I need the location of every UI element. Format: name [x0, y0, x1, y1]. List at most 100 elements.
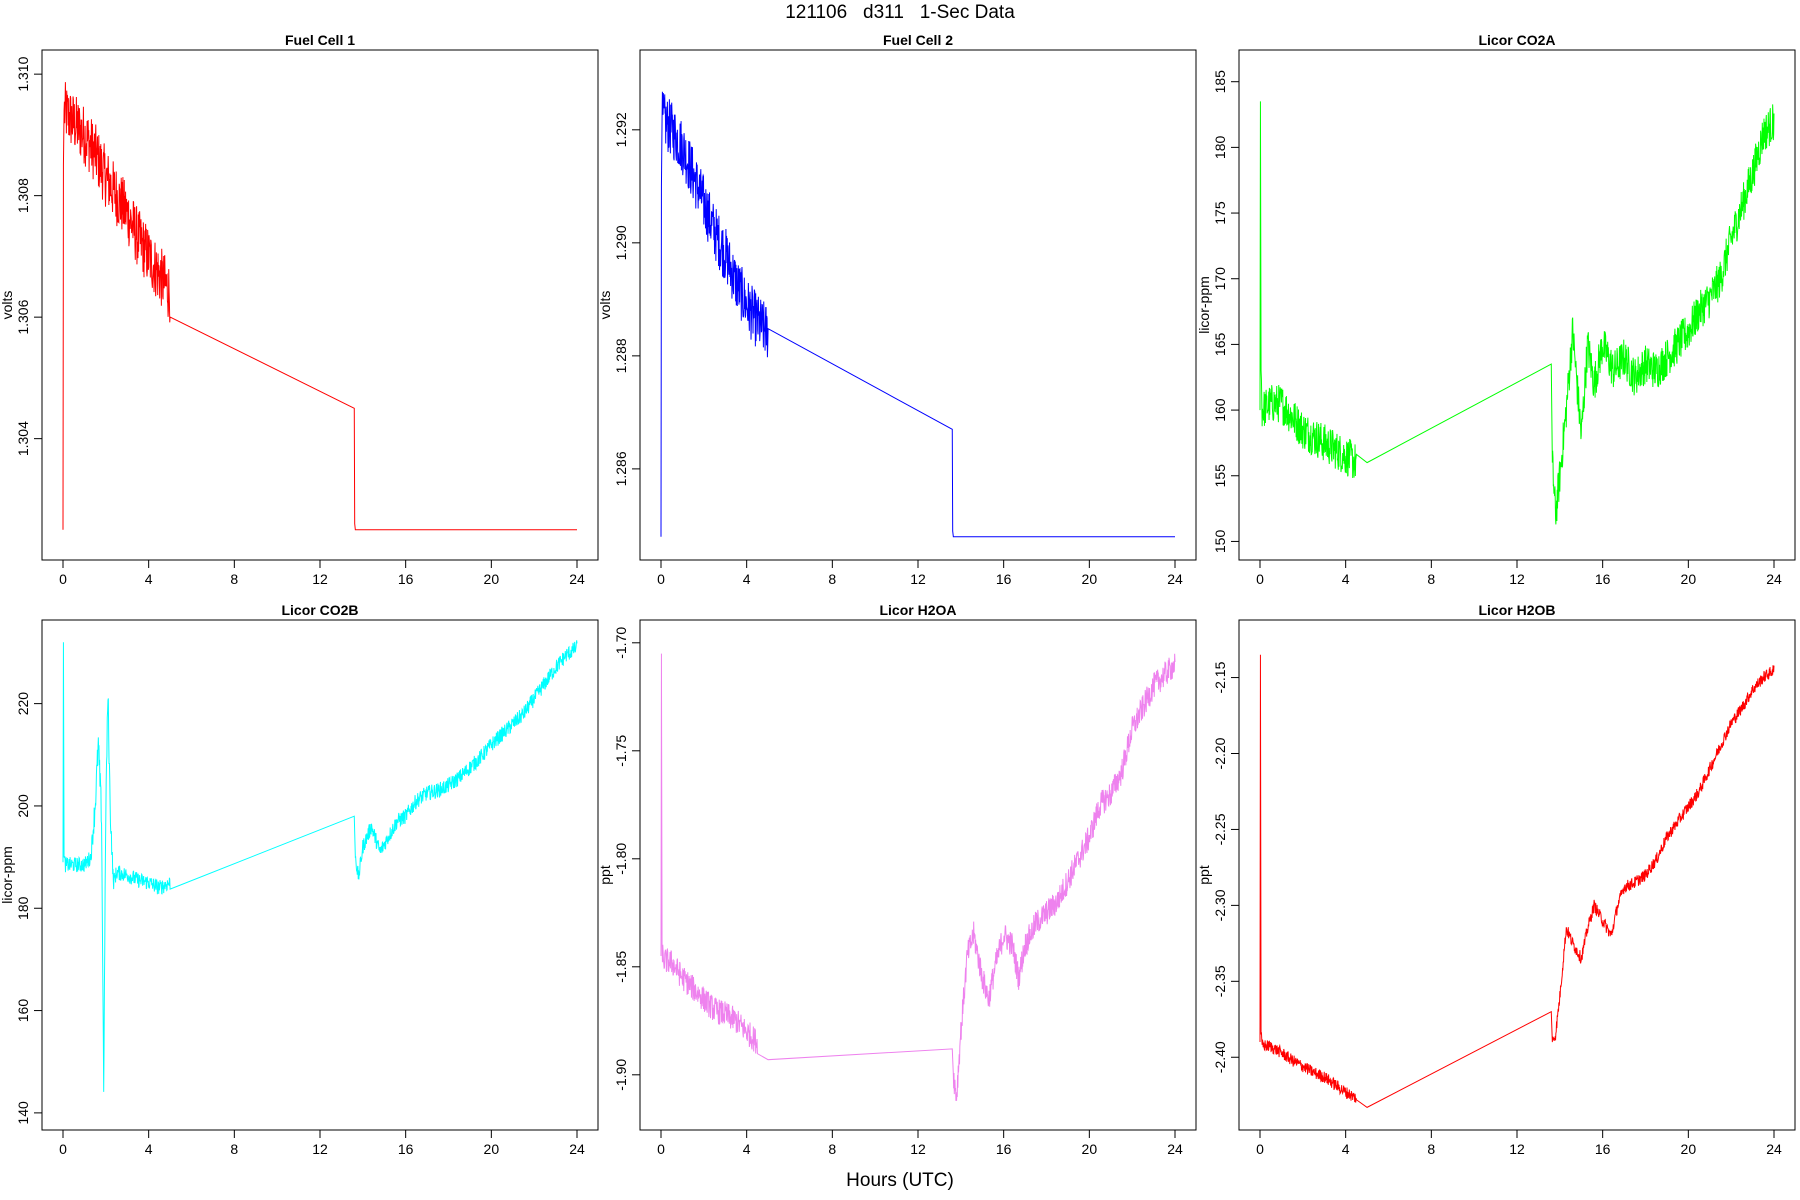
x-tick-label: 16	[1595, 571, 1611, 587]
x-tick-label: 4	[145, 1141, 153, 1157]
y-tick-label: 150	[1212, 530, 1228, 554]
y-tick-label: -2.20	[1212, 737, 1228, 769]
x-tick-label: 24	[1766, 571, 1782, 587]
x-tick-label: 0	[1256, 1141, 1264, 1157]
x-tick-label: 20	[1681, 1141, 1697, 1157]
x-tick-label: 16	[398, 571, 414, 587]
x-tick-label: 16	[996, 1141, 1012, 1157]
panel-title: Licor H2OB	[1478, 602, 1555, 618]
x-tick-label: 20	[1681, 571, 1697, 587]
y-axis-label: volts	[597, 291, 613, 320]
x-tick-label: 4	[1342, 1141, 1350, 1157]
y-tick-label: -1.70	[613, 627, 629, 659]
y-tick-label: 170	[1212, 267, 1228, 291]
y-tick-label: -1.75	[613, 735, 629, 767]
x-tick-label: 16	[1595, 1141, 1611, 1157]
y-tick-label: 220	[15, 692, 31, 716]
y-tick-label: -1.80	[613, 843, 629, 875]
y-axis-label: ppt	[1196, 865, 1212, 885]
x-tick-label: 4	[145, 571, 153, 587]
series-line	[62, 82, 577, 531]
y-tick-label: -2.35	[1212, 965, 1228, 997]
chart-panel-6: Licor H2OB 0 4 8 12 16 20 24 -2.40 -2.35 -2.30 -2.2…	[1196, 602, 1796, 1157]
y-axis-label: volts	[0, 291, 15, 320]
y-tick-label: 1.308	[15, 178, 31, 213]
y-tick-label: 160	[15, 999, 31, 1023]
figure-title: 121106 d311 1-Sec Data	[785, 2, 1015, 23]
x-tick-label: 0	[657, 1141, 665, 1157]
chart-panel-4: Licor CO2B 0 4 8 12 16 20 24 140 160 180 200 220 lico…	[0, 602, 599, 1157]
x-tick-label: 8	[230, 1141, 238, 1157]
x-tick-label: 8	[1427, 1141, 1435, 1157]
y-tick-label: -2.25	[1212, 813, 1228, 845]
y-tick-label: 185	[1212, 70, 1228, 94]
plot-frame	[639, 619, 1197, 1131]
y-tick-label: 1.288	[613, 338, 629, 373]
series-line	[660, 653, 1176, 1101]
y-tick-label: 180	[1212, 135, 1228, 159]
x-tick-label: 16	[398, 1141, 414, 1157]
x-tick-label: 8	[230, 571, 238, 587]
x-axis-label: Hours (UTC)	[846, 1170, 954, 1191]
chart-panel-3: Licor CO2A 0 4 8 12 16 20 24 150 155 160 165 170 175 1…	[1196, 32, 1796, 587]
panel-title: Fuel Cell 1	[285, 32, 355, 48]
x-tick-label: 24	[1167, 571, 1183, 587]
x-tick-label: 24	[569, 571, 585, 587]
x-tick-label: 8	[828, 1141, 836, 1157]
y-tick-label: 175	[1212, 201, 1228, 225]
x-tick-label: 24	[1167, 1141, 1183, 1157]
y-axis-label: licor-ppm	[1196, 276, 1212, 334]
y-tick-label: -2.30	[1212, 889, 1228, 921]
y-tick-label: 165	[1212, 333, 1228, 357]
chart-panel-2: Fuel Cell 2 0 4 8 12 16 20 24 1.286 1.288 1.290 1.2…	[597, 32, 1197, 587]
x-tick-label: 4	[1342, 571, 1350, 587]
x-tick-label: 24	[569, 1141, 585, 1157]
x-tick-label: 24	[1766, 1141, 1782, 1157]
y-tick-label: 160	[1212, 398, 1228, 422]
x-tick-label: 20	[484, 571, 500, 587]
y-tick-label: 1.304	[15, 421, 31, 456]
y-tick-label: 140	[15, 1101, 31, 1125]
y-axis-label: licor-ppm	[0, 846, 15, 904]
x-tick-label: 12	[1509, 571, 1525, 587]
x-tick-label: 16	[996, 571, 1012, 587]
x-tick-label: 8	[1427, 571, 1435, 587]
y-tick-label: -1.90	[613, 1059, 629, 1091]
x-tick-label: 4	[743, 571, 751, 587]
y-tick-label: 1.292	[613, 112, 629, 147]
y-axis-label: ppt	[597, 865, 613, 885]
y-tick-label: 155	[1212, 464, 1228, 488]
x-tick-label: 12	[312, 571, 328, 587]
y-tick-label: 1.310	[15, 56, 31, 91]
x-tick-label: 4	[743, 1141, 751, 1157]
y-tick-label: 180	[15, 896, 31, 920]
x-tick-label: 0	[1256, 571, 1264, 587]
series-line	[1259, 654, 1775, 1108]
plot-frame	[1238, 49, 1796, 561]
series-line	[660, 91, 1175, 538]
y-tick-label: -1.85	[613, 951, 629, 983]
series-line	[62, 640, 578, 1092]
panel-title: Licor CO2A	[1478, 32, 1555, 48]
panel-title: Licor CO2B	[281, 602, 358, 618]
x-tick-label: 12	[312, 1141, 328, 1157]
y-tick-label: -2.40	[1212, 1041, 1228, 1073]
plot-frame	[41, 49, 599, 561]
x-tick-label: 12	[910, 1141, 926, 1157]
x-tick-label: 0	[59, 571, 67, 587]
x-tick-label: 8	[828, 571, 836, 587]
series-line	[1259, 101, 1775, 525]
x-tick-label: 0	[59, 1141, 67, 1157]
panel-title: Fuel Cell 2	[883, 32, 953, 48]
panel-title: Licor H2OA	[879, 602, 956, 618]
plot-frame	[639, 49, 1197, 561]
y-tick-label: 200	[15, 794, 31, 818]
x-tick-label: 0	[657, 571, 665, 587]
y-tick-label: 1.290	[613, 225, 629, 260]
y-tick-label: 1.286	[613, 451, 629, 486]
x-tick-label: 20	[1082, 571, 1098, 587]
chart-panel-1: Fuel Cell 1 0 4 8 12 16 20 24 1.304 1.306 1.308 1.3…	[0, 32, 599, 587]
plot-frame	[1238, 619, 1796, 1131]
